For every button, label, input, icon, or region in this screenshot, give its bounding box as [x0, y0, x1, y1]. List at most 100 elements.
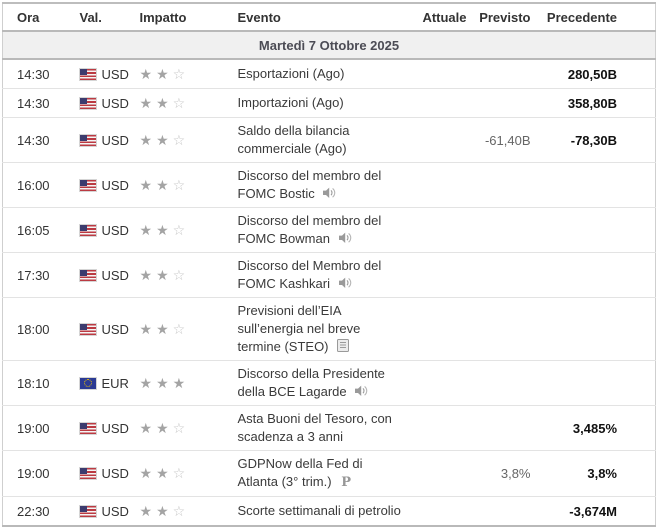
- event-title-link[interactable]: Importazioni (Ago): [237, 95, 344, 110]
- column-header-precedente: Precedente: [540, 3, 656, 31]
- event-cell[interactable]: Scorte settimanali di petrolio: [223, 497, 407, 527]
- column-header-evento: Evento: [222, 3, 407, 31]
- star-filled-icon: ★: [139, 266, 153, 283]
- event-currency: USD: [62, 59, 133, 89]
- event-row[interactable]: 17:30 USD ★ ★ ☆ Discorso del Membro del FO…: [2, 252, 656, 298]
- actual-value: [406, 297, 477, 361]
- event-time: 18:10: [2, 360, 63, 406]
- event-time: 19:00: [2, 405, 63, 451]
- star-filled-icon: ★: [156, 502, 169, 519]
- event-cell[interactable]: Esportazioni (Ago): [222, 59, 407, 89]
- event-currency: USD: [62, 162, 133, 208]
- star-filled-icon: ★: [139, 131, 153, 148]
- column-header-row: Ora Val. Impatto Evento Attuale Previsto…: [2, 3, 656, 31]
- importance-stars: ★ ★ ☆: [132, 405, 223, 451]
- column-header-impatto: Impatto: [132, 3, 223, 31]
- event-row[interactable]: 19:00 USD ★ ★ ☆ Asta Buoni del Tesoro, con…: [2, 405, 656, 451]
- star-empty-icon: ☆: [172, 94, 186, 111]
- importance-stars: ★ ★ ☆: [132, 88, 223, 118]
- event-currency: USD: [62, 207, 133, 253]
- currency-label: USD: [101, 222, 129, 238]
- event-row[interactable]: 14:30 USD ★ ★ ☆ Saldo della bilancia comme…: [2, 117, 656, 163]
- star-filled-icon: ★: [156, 176, 169, 193]
- us-flag-icon: [79, 468, 96, 479]
- event-title-link[interactable]: Discorso del membro del FOMC Bowman: [237, 213, 382, 246]
- event-title-link[interactable]: Saldo della bilancia commerciale (Ago): [237, 123, 350, 156]
- actual-value: [406, 360, 477, 406]
- currency-label: EUR: [101, 375, 129, 391]
- speaker-icon: [355, 385, 368, 396]
- preliminary-icon: P: [341, 475, 351, 490]
- event-cell[interactable]: Previsioni dell’EIA sull’energia nel bre…: [222, 297, 407, 361]
- star-filled-icon: ★: [172, 374, 186, 391]
- event-title-link[interactable]: Discorso del Membro del FOMC Kashkari: [237, 258, 382, 291]
- star-filled-icon: ★: [139, 94, 153, 111]
- star-filled-icon: ★: [139, 465, 153, 481]
- event-row[interactable]: 14:30 USD ★ ★ ☆ Esportazioni (Ago) 280,50B: [2, 59, 656, 89]
- importance-stars: ★ ★ ☆: [132, 162, 223, 208]
- importance-stars: ★ ★ ☆: [132, 117, 223, 163]
- column-header-ora: Ora: [2, 3, 63, 31]
- event-cell[interactable]: Discorso del membro del FOMC Bowman: [222, 207, 407, 253]
- event-title-link[interactable]: Discorso della Presidente della BCE Laga…: [237, 366, 385, 399]
- star-filled-icon: ★: [139, 221, 153, 238]
- event-row[interactable]: 22:30 USD ★ ★ ☆ Scorte settimanali di petr…: [3, 497, 656, 527]
- star-filled-icon: ★: [156, 374, 169, 391]
- actual-value: [406, 88, 477, 118]
- event-time: 22:30: [17, 503, 50, 519]
- importance-stars: ★ ★ ☆: [132, 207, 223, 253]
- event-title-link[interactable]: Discorso del membro del FOMC Bostic: [237, 168, 382, 201]
- us-flag-icon: [79, 179, 96, 191]
- actual-value: [406, 405, 477, 451]
- forecast-value: [476, 88, 541, 118]
- previous-value: [540, 297, 656, 361]
- forecast-value: -61,40B: [476, 117, 541, 163]
- star-filled-icon: ★: [156, 131, 169, 148]
- event-cell[interactable]: GDPNow della Fed di Atlanta (3° trim.) P: [222, 450, 407, 497]
- currency-label: USD: [101, 466, 129, 481]
- event-cell[interactable]: Asta Buoni del Tesoro, con scadenza a 3 …: [222, 405, 407, 451]
- event-row[interactable]: 14:30 USD ★ ★ ☆ Importazioni (Ago) 358,80B: [2, 88, 656, 118]
- importance-stars: ★ ★ ☆: [132, 297, 223, 361]
- event-cell[interactable]: Importazioni (Ago): [222, 88, 407, 118]
- actual-value: [406, 162, 477, 208]
- star-empty-icon: ☆: [172, 266, 186, 283]
- date-header: Martedì 7 Ottobre 2025: [2, 30, 656, 60]
- report-icon[interactable]: [337, 339, 350, 352]
- us-flag-icon: [79, 97, 96, 109]
- event-cell[interactable]: Discorso della Presidente della BCE Laga…: [222, 360, 407, 406]
- event-row[interactable]: 16:05 USD ★ ★ ☆ Discorso del membro del FO…: [2, 207, 656, 253]
- previous-value: [540, 162, 656, 208]
- event-title-link[interactable]: Asta Buoni del Tesoro, con scadenza a 3 …: [237, 411, 392, 444]
- importance-stars: ★ ★ ☆: [132, 59, 223, 89]
- event-currency: USD: [62, 297, 133, 361]
- us-flag-icon: [79, 68, 96, 80]
- column-header-valuta: Val.: [62, 3, 133, 31]
- event-row[interactable]: 18:00 USD ★ ★ ☆ Previsioni dell’EIA sull’e…: [2, 297, 656, 361]
- event-cell[interactable]: Discorso del membro del FOMC Bostic: [222, 162, 407, 208]
- event-cell[interactable]: Saldo della bilancia commerciale (Ago): [222, 117, 407, 163]
- currency-label: USD: [101, 95, 129, 111]
- star-empty-icon: ☆: [172, 176, 186, 193]
- event-row[interactable]: 18:10 EUR ★ ★ ★ Discorso della Presidente …: [2, 360, 656, 406]
- forecast-value: [476, 405, 541, 451]
- event-cell[interactable]: Discorso del Membro del FOMC Kashkari: [222, 252, 407, 298]
- currency-label: USD: [101, 420, 129, 436]
- event-row[interactable]: 16:00 USD ★ ★ ☆ Discorso del membro del FO…: [2, 162, 656, 208]
- us-flag-icon: [79, 323, 96, 335]
- speaker-icon: [338, 232, 351, 243]
- star-filled-icon: ★: [156, 266, 169, 283]
- event-row[interactable]: 19:00 USD ★ ★ ☆ GDPNow della Fed di Atlant…: [2, 450, 656, 497]
- star-filled-icon: ★: [139, 65, 153, 82]
- actual-value: [406, 450, 477, 497]
- actual-value: [406, 59, 477, 89]
- actual-value: [406, 252, 477, 298]
- star-filled-icon: ★: [156, 419, 169, 436]
- previous-value: [540, 207, 656, 253]
- event-title-link[interactable]: Scorte settimanali di petrolio: [237, 503, 401, 518]
- event-title-link[interactable]: Previsioni dell’EIA sull’energia nel bre…: [237, 303, 361, 354]
- star-empty-icon: ☆: [172, 320, 186, 337]
- column-header-attuale: Attuale: [406, 3, 477, 31]
- event-title-link[interactable]: Esportazioni (Ago): [237, 66, 345, 81]
